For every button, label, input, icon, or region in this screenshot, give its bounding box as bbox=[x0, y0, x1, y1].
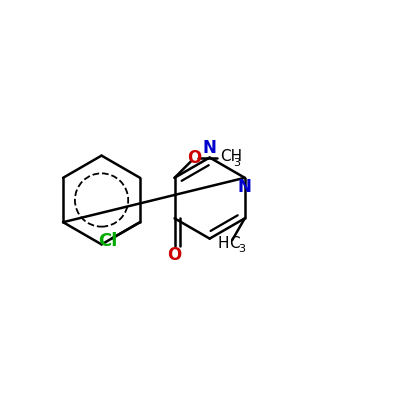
Text: 3: 3 bbox=[238, 244, 245, 254]
Text: Cl: Cl bbox=[98, 232, 117, 250]
Text: 3: 3 bbox=[233, 158, 240, 168]
Text: N: N bbox=[203, 139, 216, 157]
Text: H: H bbox=[218, 236, 229, 251]
Text: O: O bbox=[168, 246, 182, 264]
Text: O: O bbox=[187, 149, 201, 167]
Text: CH: CH bbox=[220, 150, 242, 164]
Text: C: C bbox=[229, 236, 240, 251]
Text: N: N bbox=[238, 178, 252, 196]
